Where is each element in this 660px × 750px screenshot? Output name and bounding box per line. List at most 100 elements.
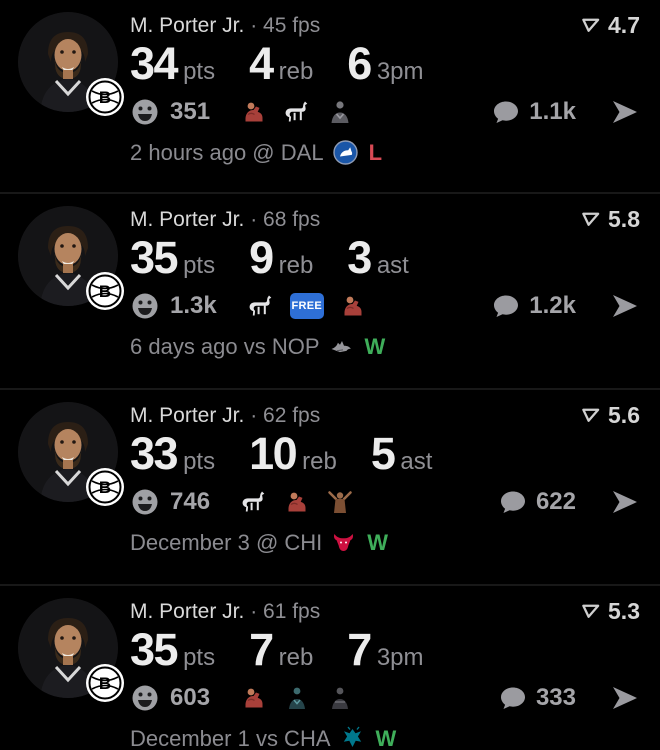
stat-label: ast	[400, 448, 433, 475]
player-name: M. Porter Jr.	[130, 403, 245, 427]
player-name-line[interactable]: M. Porter Jr. · 45 fps	[130, 14, 320, 38]
stat-value: 34	[130, 38, 179, 89]
player-name-line[interactable]: M. Porter Jr. · 68 fps	[130, 208, 320, 232]
stat-value: 7	[249, 624, 274, 675]
player-avatar[interactable]	[18, 206, 124, 310]
fantasy-rating: 5.3	[580, 598, 640, 625]
player-name: M. Porter Jr.	[130, 207, 245, 231]
fantasy-rating: 4.7	[580, 12, 640, 39]
fantasy-rating: 5.8	[580, 206, 640, 233]
stat-label: reb	[278, 252, 314, 279]
player-gray-emoji-icon[interactable]	[326, 98, 354, 126]
comment-count[interactable]: 1.1k	[529, 97, 576, 125]
comment-count[interactable]: 622	[535, 487, 576, 515]
reaction-emojis[interactable]: FREE	[247, 292, 367, 320]
game-info[interactable]: 2 hours ago @ DAL	[130, 139, 324, 165]
nets-logo-badge-icon	[86, 468, 124, 506]
stat-value: 10	[249, 428, 298, 479]
goat-emoji-icon[interactable]	[247, 292, 275, 320]
stat-line: 35 pts 7 reb 7 3pm	[130, 625, 640, 675]
goat-emoji-icon[interactable]	[240, 488, 268, 516]
stat-value: 4	[249, 38, 274, 89]
reaction-count[interactable]: 351	[170, 97, 211, 125]
flex-red-emoji-icon[interactable]	[240, 98, 268, 126]
game-info[interactable]: 6 days ago vs NOP	[130, 333, 320, 359]
rating-value: 5.8	[608, 206, 640, 232]
flex-red-emoji-icon[interactable]	[240, 684, 268, 712]
stat-value: 6	[347, 38, 372, 89]
stat-value: 3	[347, 232, 372, 283]
game-info[interactable]: December 1 vs CHA	[130, 725, 331, 750]
rating-value: 4.7	[608, 12, 640, 38]
send-icon[interactable]	[610, 97, 640, 127]
stat-value: 7	[347, 624, 372, 675]
stat-card[interactable]: M. Porter Jr. · 62 fps 5.6 33 pts 10 reb 5…	[0, 388, 660, 584]
game-info[interactable]: December 3 @ CHI	[130, 529, 323, 555]
player-meta: · 68 fps	[250, 207, 321, 231]
player-name: M. Porter Jr.	[130, 13, 245, 37]
stat-label: ast	[376, 252, 409, 279]
reaction-emojis[interactable]	[240, 98, 354, 126]
pennant-flag-icon	[582, 212, 600, 226]
smiley-icon[interactable]	[130, 291, 160, 321]
comment-bubble-icon[interactable]	[492, 292, 520, 320]
comment-bubble-icon[interactable]	[499, 488, 527, 516]
send-icon[interactable]	[610, 291, 640, 321]
pennant-flag-icon	[582, 408, 600, 422]
stat-line: 35 pts 9 reb 3 ast	[130, 233, 640, 283]
chi-team-logo-icon	[331, 530, 356, 555]
comment-count[interactable]: 333	[535, 683, 576, 711]
comment-bubble-icon[interactable]	[499, 684, 527, 712]
game-result: W	[375, 725, 397, 750]
player-meta: · 61 fps	[250, 599, 321, 623]
nets-logo-badge-icon	[86, 272, 124, 310]
flex-red-emoji-icon[interactable]	[283, 488, 311, 516]
stat-label: 3pm	[376, 58, 424, 85]
reaction-count[interactable]: 603	[170, 683, 211, 711]
stat-label: reb	[302, 448, 337, 475]
stat-label: reb	[278, 58, 314, 85]
reaction-count[interactable]: 1.3k	[170, 291, 217, 319]
stat-label: 3pm	[376, 644, 424, 671]
player-teal-emoji-icon[interactable]	[283, 684, 311, 712]
stat-label: reb	[278, 644, 314, 671]
player-avatar[interactable]	[18, 598, 124, 702]
game-result: W	[367, 529, 389, 555]
rating-value: 5.3	[608, 598, 640, 624]
free-emoji-icon[interactable]: FREE	[289, 292, 324, 319]
game-result: W	[364, 333, 386, 359]
stat-label: pts	[183, 252, 216, 279]
goat-emoji-icon[interactable]	[283, 98, 311, 126]
reaction-emojis[interactable]	[240, 684, 354, 712]
reaction-count[interactable]: 746	[170, 487, 211, 515]
player-meta: · 62 fps	[250, 403, 321, 427]
send-icon[interactable]	[610, 487, 640, 517]
smiley-icon[interactable]	[130, 683, 160, 713]
player-dark-emoji-icon[interactable]	[326, 684, 354, 712]
stat-value: 9	[249, 232, 274, 283]
player-meta: · 45 fps	[250, 13, 321, 37]
game-result: L	[368, 139, 383, 165]
stat-label: pts	[183, 58, 216, 85]
stat-label: pts	[183, 448, 216, 475]
nets-logo-badge-icon	[86, 664, 124, 702]
player-name-line[interactable]: M. Porter Jr. · 61 fps	[130, 600, 320, 624]
player-avatar[interactable]	[18, 12, 124, 116]
arms-up-emoji-icon[interactable]	[326, 488, 354, 516]
send-icon[interactable]	[610, 683, 640, 713]
reaction-emojis[interactable]	[240, 488, 354, 516]
player-name-line[interactable]: M. Porter Jr. · 62 fps	[130, 404, 320, 428]
dal-team-logo-icon	[332, 140, 358, 165]
comment-count[interactable]: 1.2k	[529, 291, 576, 319]
flex-red-emoji-icon[interactable]	[339, 292, 367, 320]
comment-bubble-icon[interactable]	[492, 98, 520, 126]
stat-value: 35	[130, 624, 179, 675]
smiley-icon[interactable]	[130, 97, 160, 127]
stat-label: pts	[183, 644, 216, 671]
player-avatar[interactable]	[18, 402, 124, 506]
smiley-icon[interactable]	[130, 487, 160, 517]
rating-value: 5.6	[608, 402, 640, 428]
